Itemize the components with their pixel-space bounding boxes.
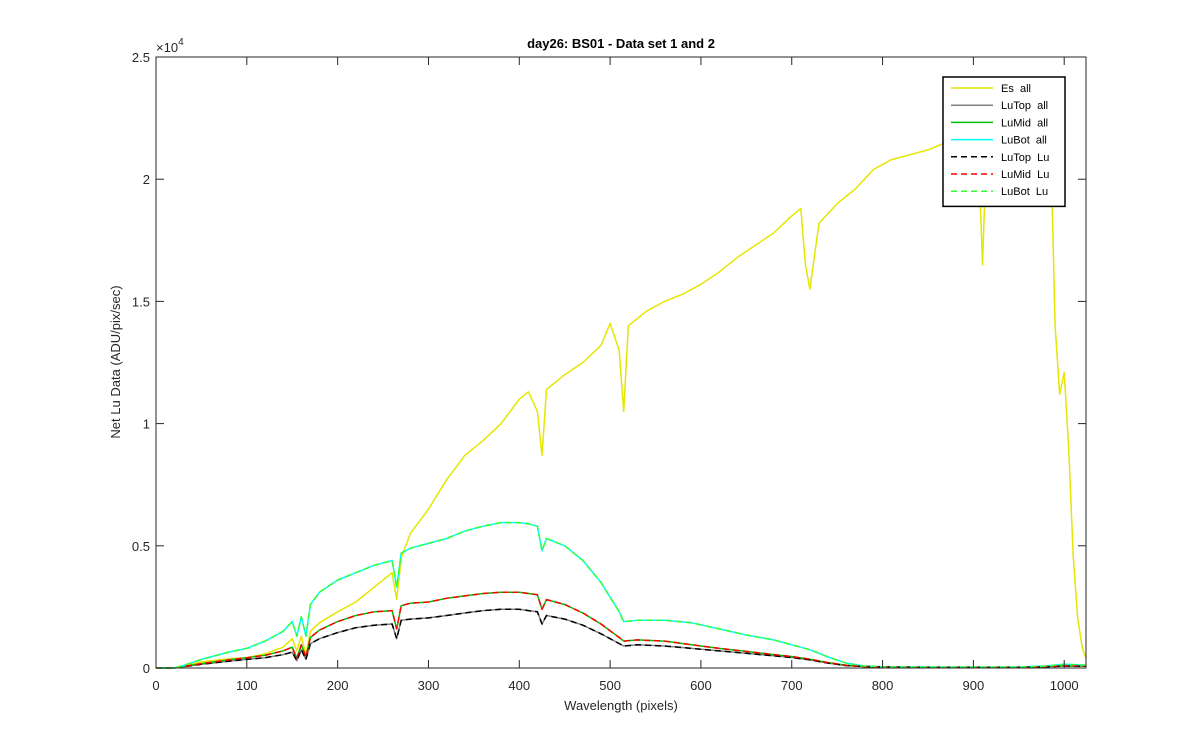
y-tick-label: 2 — [143, 172, 150, 187]
legend-label-4: LuBot all — [1001, 135, 1047, 147]
y-axis-label: Net Lu Data (ADU/pix/sec) — [108, 285, 123, 438]
legend: Es all LuTop all LuMid all LuBot all LuTop L… — [942, 76, 1066, 208]
legend-label-3: LuMid all — [1001, 117, 1048, 129]
chart-title: day26: BS01 - Data set 1 and 2 — [527, 36, 715, 51]
x-tick-label: 900 — [963, 678, 985, 693]
legend-label-1: Es all — [1001, 83, 1031, 95]
y-tick-label: 0.5 — [132, 539, 150, 554]
series-line-4 — [156, 521, 1087, 669]
y-tick-label: 1 — [143, 417, 150, 432]
y-exponent-label: ×104 — [156, 37, 184, 55]
series-line-1 — [156, 122, 1087, 669]
y-exponent-base: ×10 — [156, 40, 178, 55]
x-tick-label: 100 — [236, 678, 258, 693]
x-axis-label: Wavelength (pixels) — [564, 698, 678, 713]
x-tick-label: 400 — [508, 678, 530, 693]
y-tick-label: 2.5 — [132, 50, 150, 65]
legend-label-7: LuBot Lu — [1001, 186, 1048, 198]
legend-label-5: LuTop Lu — [1001, 152, 1049, 164]
series-line-6 — [156, 591, 1087, 669]
plot-area — [156, 57, 1086, 668]
legend-label-6: LuMid Lu — [1001, 169, 1049, 181]
x-tick-label: 0 — [152, 678, 159, 693]
x-tick-label: 600 — [690, 678, 712, 693]
x-tick-label: 700 — [781, 678, 803, 693]
legend-label-2: LuTop all — [1001, 100, 1048, 112]
x-tick-label: 300 — [418, 678, 440, 693]
plot-box — [155, 56, 1087, 669]
x-tick-label: 1000 — [1050, 678, 1079, 693]
x-axis: 0 100 200 300 400 500 600 700 800 900 1000 — [152, 57, 1079, 693]
y-axis: 0 0.5 1 1.5 2 2.5 — [132, 50, 1086, 676]
x-tick-label: 500 — [599, 678, 621, 693]
series-layer — [156, 122, 1087, 669]
x-tick-label: 800 — [872, 678, 894, 693]
x-tick-label: 200 — [327, 678, 349, 693]
y-tick-label: 1.5 — [132, 294, 150, 309]
y-tick-label: 0 — [143, 661, 150, 676]
series-line-5 — [156, 608, 1087, 669]
legend-box — [942, 76, 1066, 208]
y-exponent-power: 4 — [178, 37, 184, 48]
